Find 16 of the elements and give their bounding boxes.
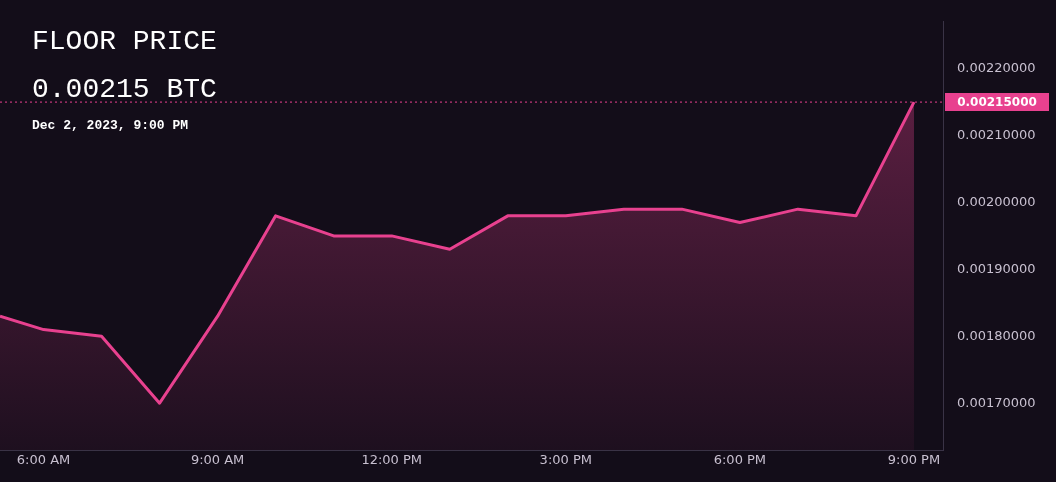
- x-tick-label: 3:00 PM: [539, 452, 592, 468]
- y-tick-label: 0.00210000: [957, 126, 1036, 142]
- x-tick-label: 12:00 PM: [361, 452, 423, 468]
- y-tick-label: 0.00190000: [957, 260, 1036, 276]
- x-tick-label: 9:00 PM: [887, 452, 941, 468]
- y-tick-label: 0.00200000: [957, 193, 1036, 209]
- text: 0.00215 BTC: [32, 74, 217, 105]
- chart-title: FLOOR PRICE: [32, 26, 217, 57]
- y-tick-label: 0.00220000: [957, 60, 1036, 76]
- x-tick-label: 9:00 AM: [190, 452, 245, 468]
- y-tick-label: 0.00170000: [957, 394, 1036, 410]
- x-tick-label: 6:00 AM: [16, 452, 71, 468]
- ref-line-label: 0.00215000: [957, 95, 1037, 110]
- x-tick-label: 6:00 PM: [713, 452, 767, 468]
- y-tick-label: 0.00180000: [957, 327, 1036, 343]
- annotation: Dec 2, 2023, 9:00 PM: [32, 118, 189, 133]
